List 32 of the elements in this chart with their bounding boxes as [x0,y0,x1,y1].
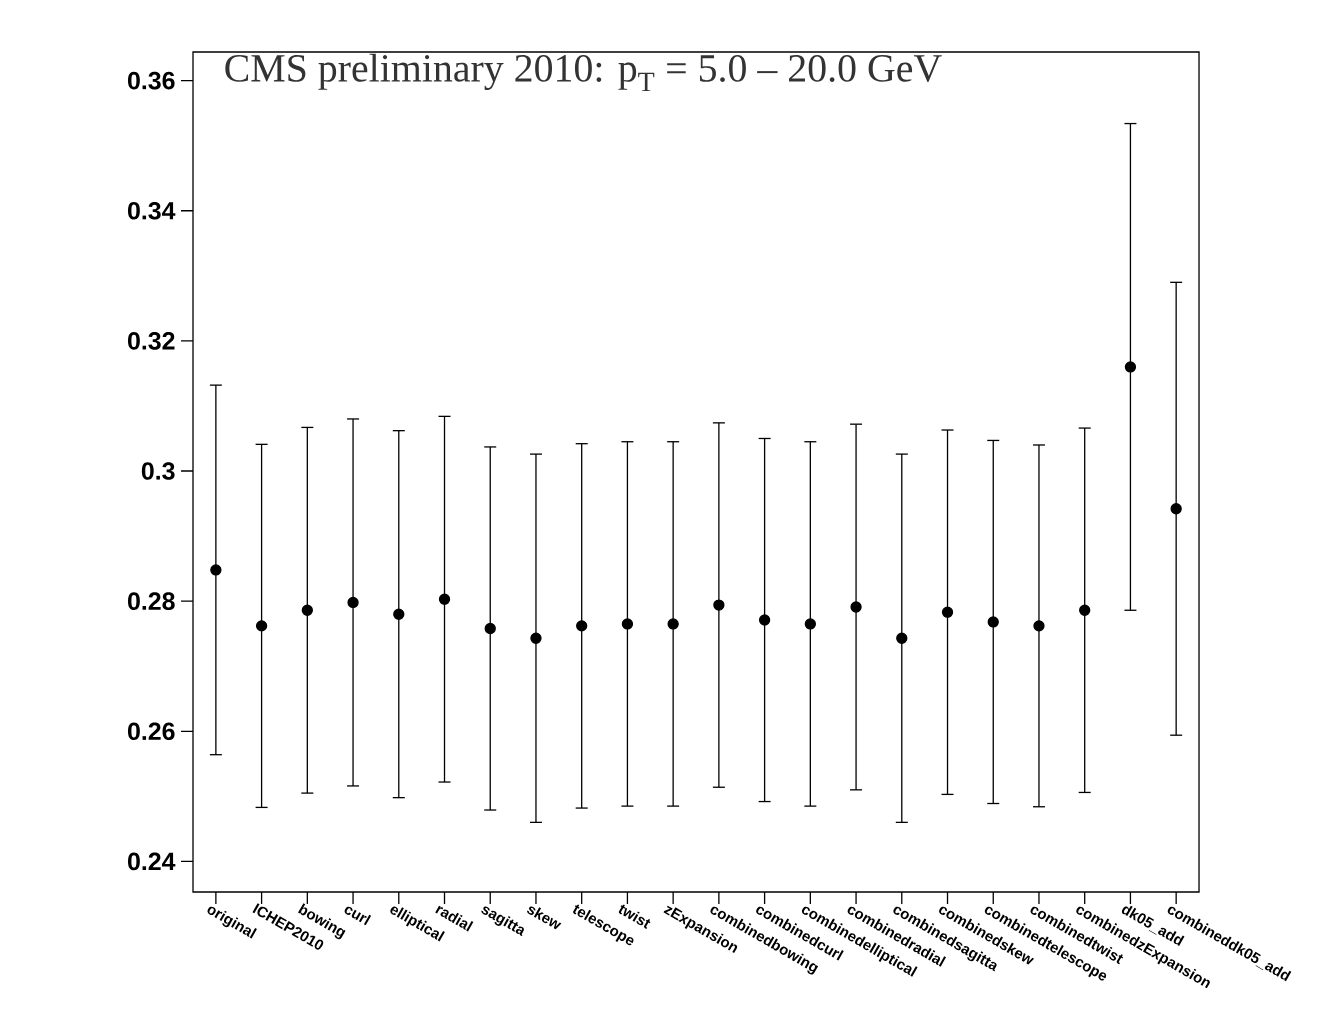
point [1033,620,1045,632]
point [576,620,588,632]
point [301,604,313,616]
point [713,599,725,611]
point [896,632,908,644]
y-tick-label: 0.24 [128,852,176,871]
point [667,618,679,630]
point [850,601,862,613]
point [621,618,634,630]
x-tick-label: curl [344,906,372,926]
point [530,632,542,644]
point [210,564,222,576]
y-tick-label: 0.28 [128,592,175,610]
y-tick-label: 0.32 [128,332,175,350]
point [987,616,999,628]
point [804,618,816,630]
chart-title: CMS preliminary 2010: p$_{T}$ = 5.0 – 20.0 GeV [225,53,942,92]
y-tick-label: 0.34 [128,201,176,220]
y-tick-label: 0.36 [128,71,175,90]
x-tick-label: skew [527,906,562,930]
point [484,622,496,635]
point [941,606,954,618]
point [1079,604,1091,616]
point [347,596,359,609]
y-tick-label: 0.3 [141,462,175,480]
point [758,614,771,626]
y-tick-label: 0.26 [128,722,175,741]
point [393,608,405,620]
point [1170,503,1182,515]
point [255,620,268,632]
point [1124,361,1137,373]
point [438,593,451,605]
